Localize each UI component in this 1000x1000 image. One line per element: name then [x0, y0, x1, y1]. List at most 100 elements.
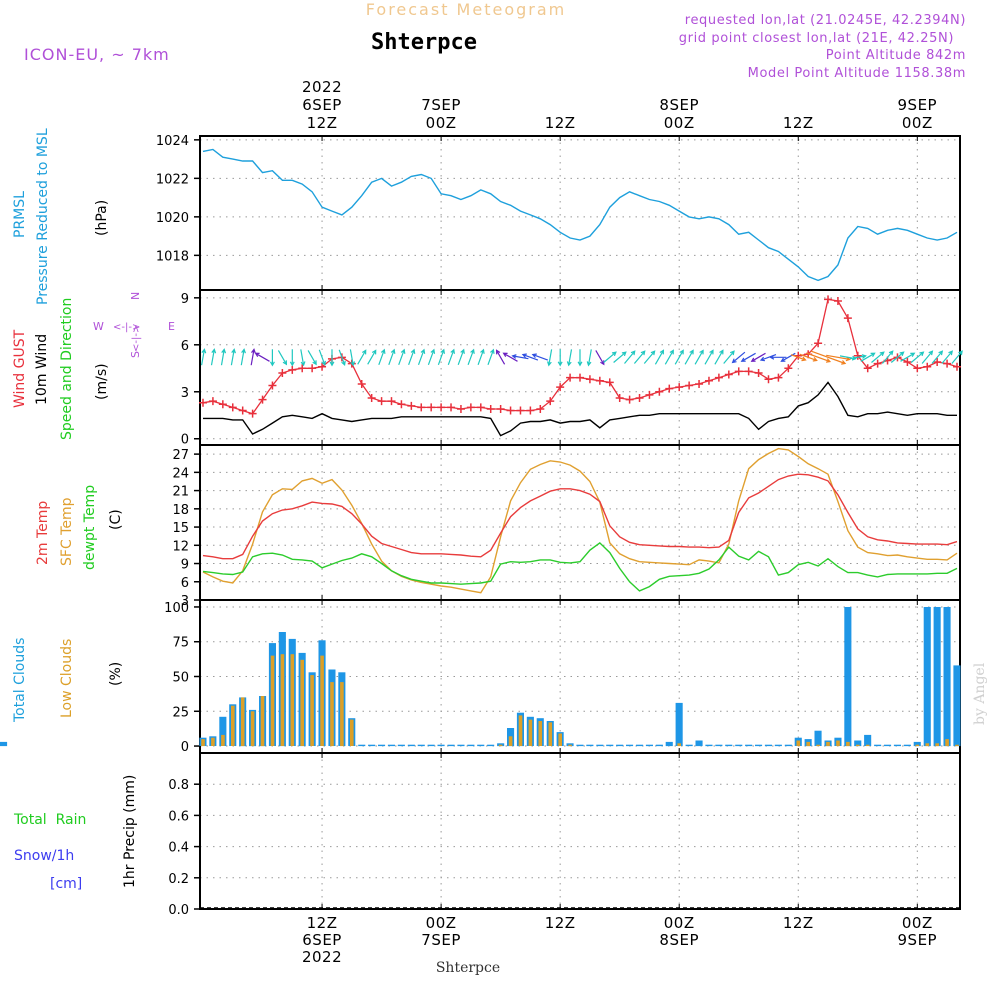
precipitation-frame	[199, 752, 961, 910]
wind-direction-arrow	[714, 349, 724, 365]
wind-gust-point	[873, 359, 882, 368]
low-clouds-bar	[260, 696, 265, 747]
low-clouds-bar	[806, 741, 810, 747]
wind-direction-arrow	[521, 353, 539, 361]
wind-gust-point	[466, 403, 475, 412]
wind-gust-point	[923, 362, 932, 371]
total-clouds-bar	[874, 744, 882, 747]
total-clouds-bar	[764, 744, 772, 747]
wind-gust-point	[218, 400, 227, 409]
low-clouds-bar	[508, 736, 513, 746]
temperature-ytick-label: 6	[181, 576, 189, 591]
total-clouds-bar	[457, 744, 465, 747]
bottom-time-labels-label: 7SEP	[421, 931, 461, 949]
temperature-ytick-label: 18	[172, 503, 189, 518]
clouds-ytick-label: 100	[164, 601, 189, 616]
low-clouds-label: Low Clouds	[59, 639, 75, 718]
temp-unit: (C)	[108, 509, 124, 530]
pressure-label-desc: Pressure Reduced to MSL	[35, 128, 51, 305]
pressure-ytick-label: 1022	[156, 172, 189, 187]
temperature-ytick-label: 3	[181, 594, 189, 609]
clouds-unit: (%)	[108, 662, 124, 686]
low-clouds-bar	[548, 722, 553, 746]
chart-subtitle: Forecast Meteogram	[366, 0, 566, 19]
wind-gust-point	[645, 390, 654, 399]
compass-arrows-vertical: <-|->	[131, 325, 142, 352]
total-clouds-bar	[576, 744, 584, 747]
wind-gust-point	[437, 403, 446, 412]
wind-direction-arrow	[881, 350, 894, 364]
low-clouds-bar	[865, 744, 870, 747]
low-clouds-bar	[310, 675, 314, 746]
wind-direction-arrow	[269, 349, 275, 367]
wind-direction-arrow	[329, 349, 335, 367]
wind-direction-arrow	[941, 350, 954, 364]
wind-direction-arrow	[230, 348, 236, 366]
wind-gust-point	[526, 406, 535, 415]
wind-gust-point	[238, 406, 247, 415]
wind-direction-arrow	[511, 354, 529, 360]
low-clouds-bar	[846, 741, 850, 747]
wind-gust-point	[476, 403, 485, 412]
temp-panel-labels: 2m Temp SFC Temp dewpt Temp (C)	[35, 485, 124, 570]
wind-gust-point	[843, 314, 852, 323]
pressure-line	[202, 148, 958, 282]
wind-gust-point	[576, 373, 584, 382]
wind-gust-point	[635, 394, 644, 403]
low-clouds-bar	[290, 654, 295, 746]
wind-direction-arrow	[531, 353, 549, 361]
low-clouds-bar	[498, 744, 503, 747]
wind-direction-arrow	[674, 349, 684, 365]
wind-gust-point	[427, 403, 436, 412]
wind-direction-arrow	[398, 348, 406, 366]
wind-direction-arrow	[457, 348, 465, 366]
wind-direction-arrow	[307, 350, 317, 366]
total-clouds-bar	[774, 744, 782, 747]
precipitation-ytick-label: 0.8	[168, 778, 189, 793]
low-clouds-bar	[568, 744, 572, 747]
compass-south: S	[129, 351, 142, 358]
wind-gust-point	[685, 381, 694, 390]
precipitation-panel: 0.0 0.2 0.4 0.6 0.8	[168, 752, 961, 918]
low-clouds-bar	[538, 721, 543, 746]
precipitation-ytick-label: 0.2	[168, 872, 189, 887]
wind-gust-point	[298, 364, 307, 373]
wind-direction-arrow	[357, 349, 367, 365]
wind-direction-arrow	[338, 349, 346, 366]
low-clouds-bar	[856, 744, 860, 747]
wind-gust-point	[387, 397, 396, 406]
total-clouds-bar	[636, 744, 644, 747]
low-clouds-bar	[250, 711, 255, 747]
total-clouds-bar	[616, 744, 624, 747]
wind-panel-labels: Wind GUST 10m Wind Speed and Direction (…	[12, 292, 175, 440]
wind-gust-point	[258, 395, 267, 404]
wind-direction-arrow	[769, 354, 787, 360]
top-time-labels-label: 00Z	[902, 114, 933, 132]
wind-gust-point	[953, 362, 961, 371]
wind-gust-point	[456, 404, 465, 413]
wind-gust-point	[675, 383, 684, 392]
wind-gust-point	[824, 295, 833, 304]
pressure-ytick-label: 1024	[156, 134, 189, 149]
requested-coordinates: requested lon,lat (21.0245E, 42.2394N)	[685, 13, 966, 28]
wind-gust-point	[625, 395, 634, 404]
wind-gust-point	[903, 358, 912, 367]
wind-direction-arrow	[577, 349, 583, 367]
wind-gust-point	[714, 373, 723, 382]
wind-gust-point	[268, 381, 277, 390]
total-clouds-bar	[725, 744, 733, 747]
total-clouds-bar	[903, 744, 911, 747]
total-clouds-bar	[645, 744, 653, 747]
top-time-labels-label: 12Z	[545, 114, 576, 132]
wind-gust-point	[655, 387, 664, 396]
wind-gust-point	[595, 376, 604, 385]
temperature-ytick-label: 24	[172, 466, 189, 481]
wind-direction-arrow	[595, 350, 605, 366]
total-clouds-label: Total Clouds	[12, 638, 28, 723]
wind-gust-point	[833, 296, 842, 305]
low-clouds-bar	[945, 739, 949, 747]
wind-gust-point	[585, 375, 594, 384]
wind-direction-arrow	[367, 349, 377, 365]
wind-gust-point	[447, 403, 456, 412]
